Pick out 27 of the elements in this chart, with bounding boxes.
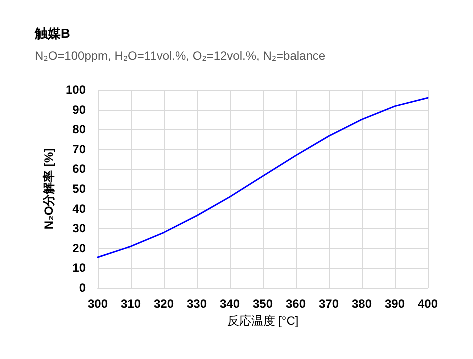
x-tick-label: 380 [352,297,372,311]
y-tick-label: 100 [66,83,86,97]
y-tick-label: 10 [72,261,86,276]
x-tick-label: 310 [120,297,142,311]
y-tick-label: 40 [72,202,86,216]
x-tick-label: 400 [418,297,438,311]
chart-title: 触媒B [34,26,70,41]
y-tick-label: 80 [72,122,86,137]
y-tick-label: 20 [72,241,86,256]
x-tick-label: 320 [154,297,174,311]
x-tick-label: 350 [252,297,274,311]
y-tick-label: 60 [72,162,86,176]
x-tick-label: 330 [186,297,208,311]
x-tick-label: 360 [286,297,306,311]
y-tick-label: 30 [72,222,86,236]
x-tick-label: 370 [318,297,340,311]
y-tick-label: 0 [79,281,86,295]
x-axis-title: 反応温度 [°C] [227,314,299,328]
chart-subtitle: N₂O=100ppm, H₂O=11vol.%, O₂=12vol.%, N₂=balance [35,49,326,63]
y-tick-label: 90 [72,102,86,117]
x-tick-label: 340 [220,297,240,311]
y-axis-title: N₂O分解率 [%] [42,148,56,230]
x-tick-label: 390 [384,297,406,311]
x-tick-label: 300 [88,297,108,311]
line-series [97,97,429,258]
y-tick-label: 70 [72,142,86,156]
y-tick-label: 50 [72,182,86,196]
